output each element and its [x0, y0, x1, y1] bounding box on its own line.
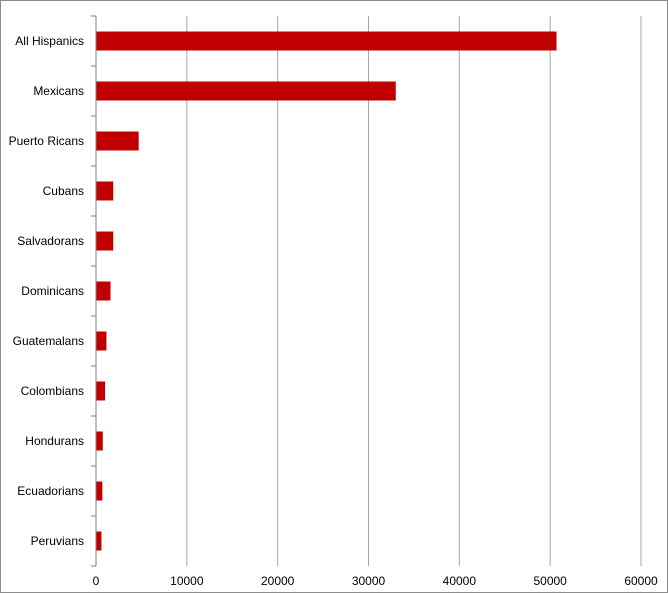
axes [91, 15, 97, 567]
x-tick-label: 50000 [533, 574, 567, 588]
category-label: Hondurans [25, 434, 84, 448]
x-tick-label: 10000 [170, 574, 204, 588]
x-tick-label: 40000 [443, 574, 477, 588]
category-label: All Hispanics [15, 34, 84, 48]
bar-dominicans [96, 281, 111, 301]
x-tick-label: 60000 [624, 574, 658, 588]
category-label: Mexicans [33, 84, 84, 98]
x-tick-label: 30000 [352, 574, 386, 588]
bars [96, 31, 557, 551]
bar-mexicans [96, 81, 396, 101]
x-tick-labels: 0 10000 20000 30000 40000 50000 60000 [93, 574, 658, 588]
bar-ecuadorians [96, 481, 103, 501]
bar-hondurans [96, 431, 103, 451]
category-label: Guatemalans [13, 334, 84, 348]
category-label: Cubans [43, 184, 84, 198]
bar-guatemalans [96, 331, 107, 351]
bar-puerto-ricans [96, 131, 139, 151]
bar-peruvians [96, 531, 102, 551]
category-label: Dominicans [21, 284, 84, 298]
bar-cubans [96, 181, 114, 201]
bar-salvadorans [96, 231, 114, 251]
category-label: Salvadorans [17, 234, 84, 248]
bar-colombians [96, 381, 106, 401]
category-label: Peruvians [31, 534, 84, 548]
x-tick-label: 20000 [261, 574, 295, 588]
x-tick-label: 0 [93, 574, 100, 588]
category-label: Puerto Ricans [9, 134, 84, 148]
category-label: Ecuadorians [17, 484, 84, 498]
bar-all-hispanics [96, 31, 557, 51]
category-label: Colombians [21, 384, 84, 398]
gridlines [186, 16, 642, 566]
category-labels: All Hispanics Mexicans Puerto Ricans Cubans… [9, 34, 84, 548]
